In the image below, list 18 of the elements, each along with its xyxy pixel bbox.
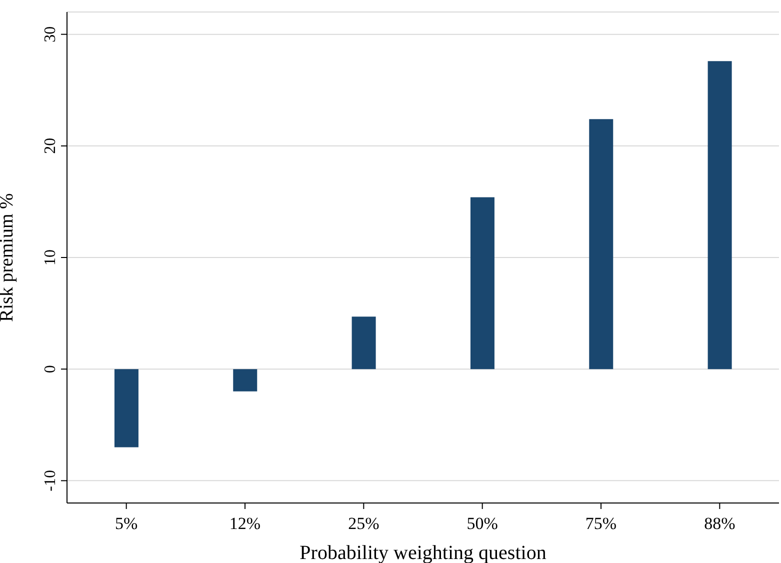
x-tick-label: 12% [229,514,261,534]
x-tick-label: 5% [114,514,138,534]
bar [708,61,732,370]
bar [114,369,138,448]
x-axis-title: Probability weighting question [300,542,546,563]
x-tick-label: 25% [348,514,380,534]
y-tick-label: 20 [42,138,59,154]
y-tick-label: -10 [42,470,59,492]
x-tick-label: 50% [466,514,498,534]
y-tick-label: 10 [42,250,59,266]
y-tick-label: 0 [42,365,59,374]
bar [470,197,494,370]
x-tick-label: 88% [704,514,736,534]
bar [589,119,614,370]
bar [233,369,258,392]
bar [352,316,376,370]
x-tick-label: 75% [585,514,617,534]
y-tick-label: 30 [42,26,59,42]
